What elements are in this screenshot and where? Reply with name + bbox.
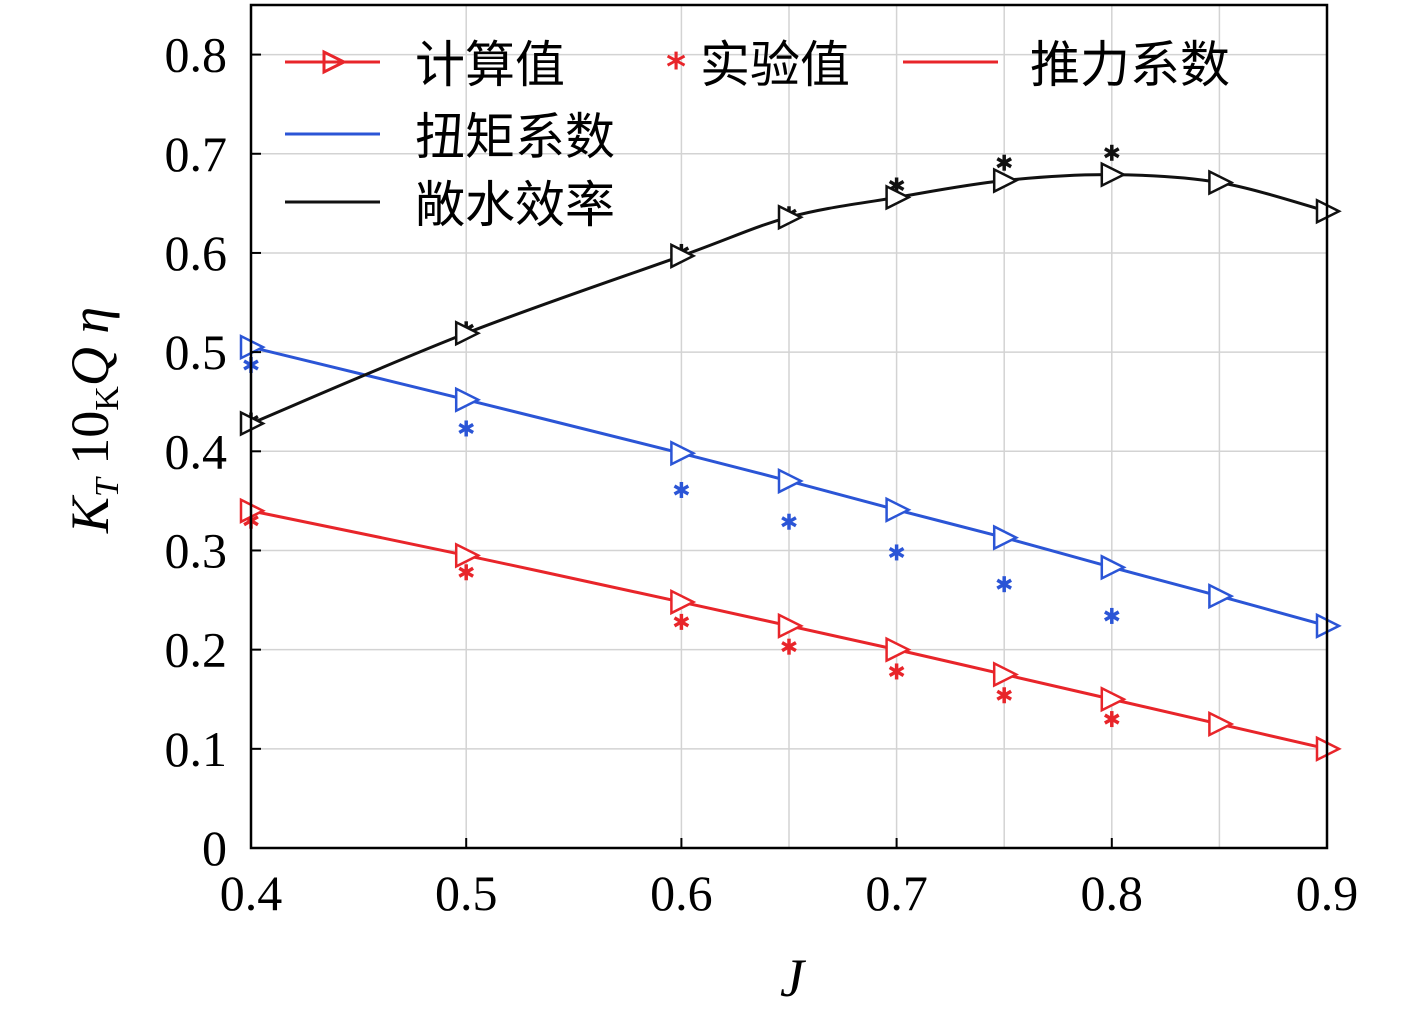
experimental-point bbox=[888, 544, 905, 561]
grid bbox=[250, 5, 1328, 849]
series-efficiency bbox=[239, 144, 1342, 437]
computed-point bbox=[1100, 686, 1127, 713]
computed-point bbox=[885, 184, 912, 211]
computed-point bbox=[777, 468, 804, 495]
computed-point bbox=[885, 496, 912, 523]
legend: 计算值 * 实验值 推力系数 扭矩系数 敞水效率 bbox=[285, 36, 1230, 234]
computed-point bbox=[992, 167, 1019, 194]
experimental-point bbox=[1103, 144, 1120, 161]
computed-point bbox=[777, 204, 804, 231]
x-tick-label: 0.7 bbox=[865, 865, 928, 921]
legend-item-thrust: 推力系数 bbox=[903, 36, 1230, 94]
legend-item-computed: 计算值 bbox=[285, 36, 565, 94]
legend-computed-label: 计算值 bbox=[415, 36, 565, 94]
computed-point bbox=[670, 242, 697, 269]
y-axis-label: KT 10KQ η bbox=[60, 307, 126, 534]
legend-thrust-label: 推力系数 bbox=[1030, 36, 1230, 94]
y-tick-label: 0.2 bbox=[165, 622, 228, 678]
legend-item-efficiency: 敞水效率 bbox=[285, 176, 615, 234]
x-axis-label: J bbox=[780, 948, 807, 1008]
computed-point bbox=[454, 320, 481, 347]
experimental-point bbox=[781, 638, 797, 655]
legend-computed-marker bbox=[322, 49, 348, 75]
legend-item-experimental: * 实验值 bbox=[666, 36, 850, 94]
computed-point bbox=[670, 440, 697, 467]
y-tick-label: 0.1 bbox=[165, 721, 228, 777]
computed-point bbox=[1208, 583, 1235, 610]
x-tick-label: 0.4 bbox=[220, 865, 283, 921]
y-tick-label: 0.8 bbox=[165, 27, 228, 83]
computed-point bbox=[992, 661, 1019, 688]
computed-point bbox=[1208, 169, 1235, 196]
legend-torque-label: 扭矩系数 bbox=[415, 108, 615, 166]
x-tick-label: 0.8 bbox=[1081, 865, 1144, 921]
computed-point bbox=[454, 542, 481, 569]
experimental-point bbox=[781, 513, 797, 530]
experimental-point bbox=[996, 687, 1013, 704]
y-tick-label: 0 bbox=[202, 820, 227, 876]
computed-point bbox=[1100, 554, 1127, 581]
series-torque bbox=[239, 334, 1342, 639]
legend-efficiency-label: 敞水效率 bbox=[415, 176, 615, 234]
experimental-point bbox=[673, 613, 690, 630]
experimental-point bbox=[458, 420, 475, 437]
x-tick-label: 0.5 bbox=[435, 865, 498, 921]
y-label-kq: Q bbox=[60, 347, 120, 386]
y-tick-label: 0.7 bbox=[165, 126, 228, 182]
experimental-point bbox=[1103, 711, 1120, 728]
ticks: 0.4 0.5 0.6 0.7 0.8 0.9 0 0.1 0.2 0.3 0.4 0.5 0.6 0.7… bbox=[165, 27, 1359, 921]
computed-point bbox=[454, 386, 481, 413]
y-tick-label: 0.5 bbox=[165, 324, 228, 380]
experimental-point bbox=[888, 663, 905, 680]
series-layer bbox=[239, 144, 1342, 762]
experimental-point bbox=[458, 564, 475, 581]
y-tick-label: 0.3 bbox=[165, 522, 228, 578]
computed-point bbox=[670, 589, 697, 616]
computed-point bbox=[1208, 711, 1235, 738]
x-tick-label: 0.9 bbox=[1296, 865, 1359, 921]
x-tick-label: 0.6 bbox=[650, 865, 713, 921]
experimental-point bbox=[996, 154, 1013, 171]
y-tick-label: 0.4 bbox=[165, 423, 228, 479]
experimental-point bbox=[1103, 607, 1120, 624]
legend-item-torque: 扭矩系数 bbox=[285, 108, 615, 166]
series-thrust bbox=[239, 497, 1342, 762]
experimental-point bbox=[673, 481, 690, 498]
computed-point bbox=[992, 524, 1019, 551]
experimental-point bbox=[996, 576, 1013, 593]
y-label-kt-sub: T bbox=[89, 476, 126, 497]
legend-experimental-marker: * bbox=[666, 45, 686, 89]
legend-experimental-label: 实验值 bbox=[700, 36, 850, 94]
computed-point bbox=[777, 612, 804, 639]
y-label-kq-prefix: 10 bbox=[60, 411, 120, 465]
computed-point bbox=[885, 636, 912, 663]
y-label-kt: K bbox=[60, 494, 120, 534]
plot-area-frame bbox=[249, 3, 1329, 850]
computed-point bbox=[1100, 161, 1127, 188]
y-label-kq-sub: K bbox=[89, 386, 126, 411]
y-label-eta: η bbox=[60, 307, 120, 334]
y-tick-label: 0.6 bbox=[165, 225, 228, 281]
